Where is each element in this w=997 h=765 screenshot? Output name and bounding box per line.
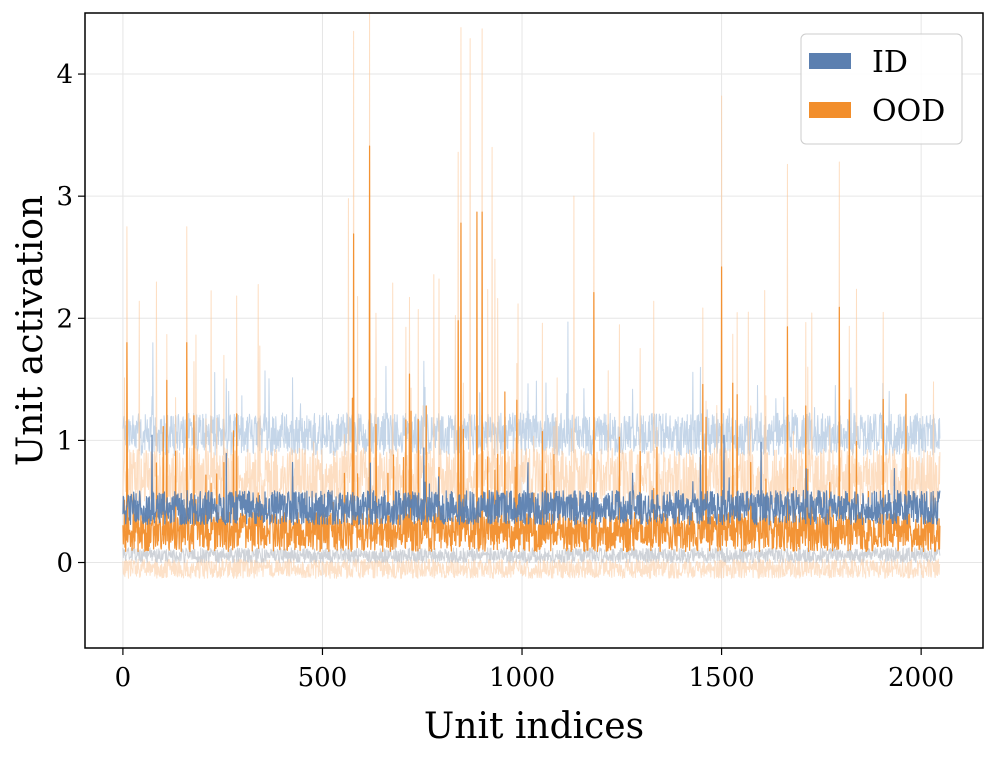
x-tick-label: 2000 xyxy=(888,663,954,693)
ood-lower-band xyxy=(122,558,941,579)
legend-swatch-ood xyxy=(809,102,851,118)
legend-swatch-id xyxy=(809,53,851,69)
x-tick-label: 1000 xyxy=(489,663,555,693)
series-layer xyxy=(122,12,941,579)
ticks: 0 500 1000 1500 2000 0 1 2 3 4 xyxy=(56,60,954,693)
legend-label-ood: OOD xyxy=(872,94,945,129)
y-tick-label: 2 xyxy=(56,304,73,334)
y-tick-label: 4 xyxy=(56,60,73,90)
y-tick-label: 1 xyxy=(56,426,73,456)
legend: ID OOD xyxy=(800,33,963,145)
id-mean-line xyxy=(122,434,941,526)
x-tick-label: 1500 xyxy=(688,663,754,693)
x-tick-label: 0 xyxy=(115,663,132,693)
plot-frame xyxy=(84,12,984,649)
legend-label-id: ID xyxy=(872,45,908,80)
x-tick-label: 500 xyxy=(298,663,348,693)
y-tick-label: 0 xyxy=(56,549,73,579)
y-axis-label: Unit activation xyxy=(10,195,51,466)
ood-mean-line xyxy=(122,145,941,553)
x-axis-label: Unit indices xyxy=(424,706,644,747)
id-upper-band xyxy=(122,321,941,457)
y-tick-label: 3 xyxy=(56,182,73,212)
